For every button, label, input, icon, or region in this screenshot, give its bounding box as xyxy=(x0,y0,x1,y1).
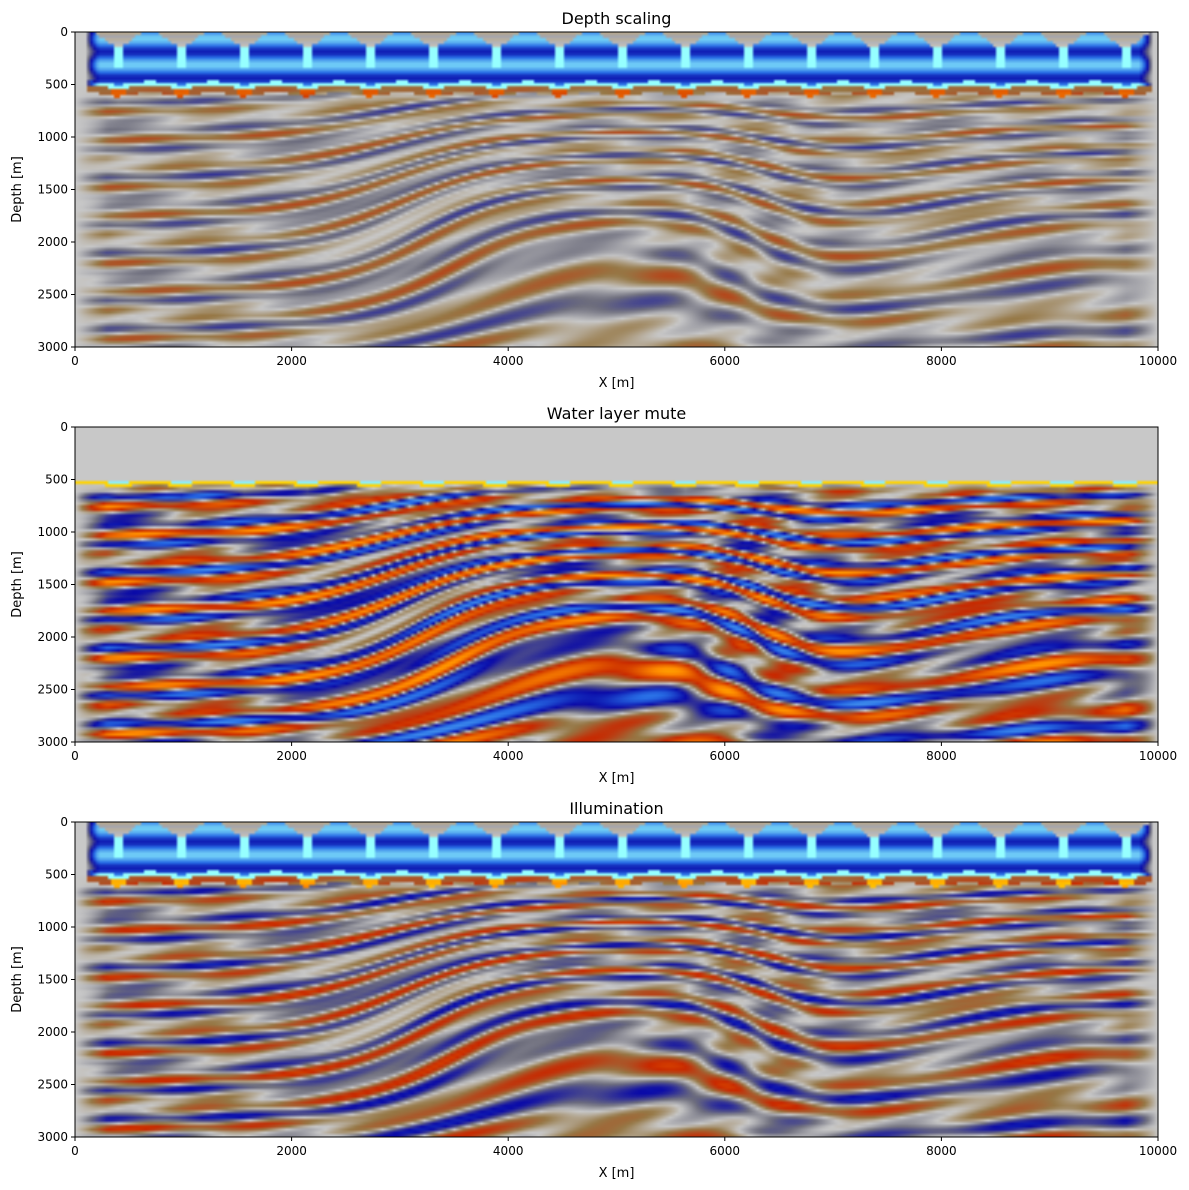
y-tick-label: 3000 xyxy=(37,735,68,749)
x-tick-label: 8000 xyxy=(926,749,957,763)
x-axis-label: X [m] xyxy=(599,1166,635,1181)
y-tick-label: 1000 xyxy=(37,525,68,539)
x-tick-label: 4000 xyxy=(493,1144,524,1158)
y-tick-label: 3000 xyxy=(37,340,68,354)
y-tick-label: 1500 xyxy=(37,973,68,987)
x-tick-label: 4000 xyxy=(493,354,524,368)
x-tick-label: 4000 xyxy=(493,749,524,763)
x-axis-label: X [m] xyxy=(599,771,635,786)
x-tick-label: 8000 xyxy=(926,1144,957,1158)
x-tick-label: 8000 xyxy=(926,354,957,368)
y-tick-label: 0 xyxy=(60,25,68,39)
panel-2: Water layer mute 0 2000 4000 6000 8000 10000 0 5… xyxy=(10,404,1177,786)
x-tick-label: 10000 xyxy=(1139,1144,1177,1158)
x-tick-label: 2000 xyxy=(276,354,307,368)
x-tick-label: 0 xyxy=(71,749,79,763)
y-axis-label: Depth [m] xyxy=(10,946,25,1013)
x-axis-label: X [m] xyxy=(599,376,635,391)
y-tick-label: 1500 xyxy=(37,183,68,197)
y-tick-label: 500 xyxy=(45,473,68,487)
y-tick-label: 3000 xyxy=(37,1130,68,1144)
x-tick-label: 6000 xyxy=(710,749,741,763)
x-tick-label: 2000 xyxy=(276,749,307,763)
x-tick-label: 6000 xyxy=(710,1144,741,1158)
y-tick-label: 1000 xyxy=(37,920,68,934)
chart-title: Illumination xyxy=(569,799,663,818)
seismic-image-2 xyxy=(75,427,1158,742)
y-tick-label: 2000 xyxy=(37,235,68,249)
x-tick-label: 2000 xyxy=(276,1144,307,1158)
chart-title: Water layer mute xyxy=(547,404,686,423)
x-tick-label: 6000 xyxy=(710,354,741,368)
y-tick-label: 2000 xyxy=(37,1025,68,1039)
y-axis-label: Depth [m] xyxy=(10,551,25,618)
x-tick-label: 0 xyxy=(71,1144,79,1158)
y-tick-label: 2000 xyxy=(37,630,68,644)
chart-title: Depth scaling xyxy=(562,9,672,28)
y-tick-label: 1000 xyxy=(37,130,68,144)
y-tick-label: 1500 xyxy=(37,578,68,592)
y-tick-label: 500 xyxy=(45,868,68,882)
x-tick-label: 10000 xyxy=(1139,749,1177,763)
seismic-image-1 xyxy=(75,32,1158,347)
panel-3: Illumination 0 2000 4000 6000 8000 10000 0 500 10… xyxy=(10,799,1177,1181)
y-tick-label: 2500 xyxy=(37,683,68,697)
panel-1: Depth scaling 0 2000 4000 6000 8000 10000 0 500 1… xyxy=(10,9,1177,391)
y-tick-label: 0 xyxy=(60,420,68,434)
x-tick-label: 0 xyxy=(71,354,79,368)
seismic-image-3 xyxy=(75,822,1158,1137)
y-tick-label: 2500 xyxy=(37,1078,68,1092)
y-axis-label: Depth [m] xyxy=(10,156,25,223)
y-tick-label: 0 xyxy=(60,815,68,829)
y-tick-label: 2500 xyxy=(37,288,68,302)
y-tick-label: 500 xyxy=(45,78,68,92)
x-tick-label: 10000 xyxy=(1139,354,1177,368)
